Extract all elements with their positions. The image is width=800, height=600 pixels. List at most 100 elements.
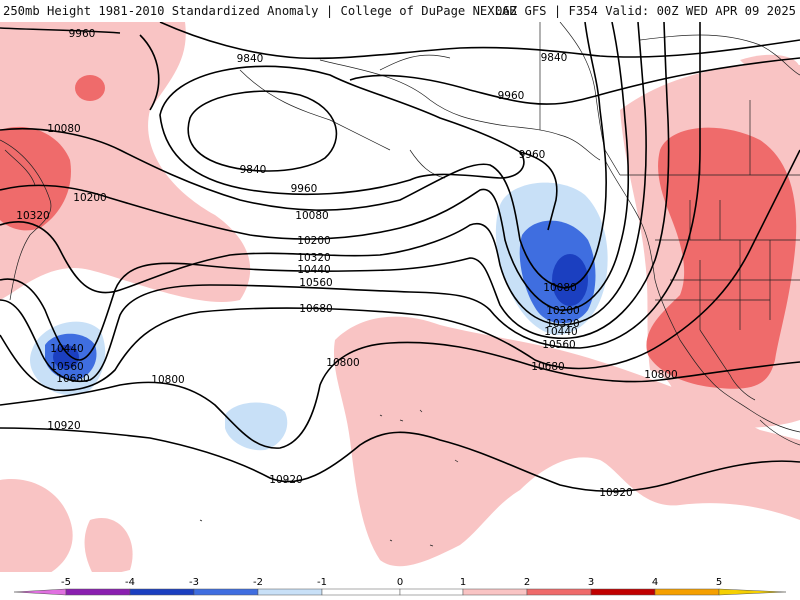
coastlines <box>0 22 800 547</box>
contour-label: 10560 <box>542 339 575 351</box>
colorbar-segment <box>129 588 195 596</box>
contour-label: 9960 <box>519 149 546 161</box>
colorbar-tick-label: -2 <box>253 577 263 588</box>
contour-9840-ring <box>187 90 338 172</box>
contour-label: 9840 <box>541 52 568 64</box>
colorbar-segment <box>462 588 528 596</box>
contour-9960-ring <box>159 65 525 196</box>
contour-9960-north <box>349 57 800 105</box>
contour-10800 <box>0 341 800 449</box>
contour-label: 10200 <box>73 192 106 204</box>
colorbar-tick-label: 2 <box>524 577 530 588</box>
contour-label: 10680 <box>56 373 89 385</box>
colorbar-tick-label: 5 <box>716 577 722 588</box>
contour-label: 10080 <box>295 210 328 222</box>
anomaly-pos-east-edge <box>740 54 800 80</box>
contour-label: 10320 <box>546 318 579 330</box>
contour-label: 10320 <box>297 252 330 264</box>
contour-label: 10080 <box>543 282 576 294</box>
contour-label: 10200 <box>297 235 330 247</box>
colorbar-segment <box>321 588 401 596</box>
anomaly-neg-central-light <box>225 402 288 451</box>
contour-label: 10440 <box>50 343 83 355</box>
contour-label: 10560 <box>299 277 332 289</box>
map-title: 250mb Height 1981-2010 Standardized Anom… <box>3 4 517 18</box>
height-contours <box>0 22 800 493</box>
contour-10680 <box>0 149 800 392</box>
contour-9960-top <box>0 27 160 111</box>
colorbar-tick-label: -5 <box>61 577 71 588</box>
colorbar-segment <box>399 588 464 596</box>
contour-label: 9840 <box>240 164 267 176</box>
anomaly-strong-pos-east <box>646 127 797 389</box>
colorbar-arrow-right <box>718 588 787 596</box>
anomaly-pos-northwest <box>0 22 251 303</box>
anomaly-neg-trough-core <box>552 254 588 306</box>
contour-label: 10320 <box>16 210 49 222</box>
contour-label: 9960 <box>498 90 525 102</box>
colorbar-tick-label: -1 <box>317 577 327 588</box>
coastline-greenland-arctic <box>639 34 800 76</box>
contour-label: 10680 <box>531 361 564 373</box>
colorbar-segment <box>65 588 131 596</box>
contour-label: 10440 <box>544 326 577 338</box>
contour-label: 10920 <box>269 474 302 486</box>
colorbar-tick-label: -4 <box>125 577 135 588</box>
contour-label: 10920 <box>47 420 80 432</box>
coastline-aleutians <box>239 69 391 151</box>
coastline-mexico <box>759 419 800 446</box>
anomaly-strong-pos-alaska <box>75 75 105 101</box>
contour-label-group: 9960 9840 9840 9960 10080 9960 9840 9960… <box>16 28 677 499</box>
anomaly-pos-southwest-b <box>84 518 133 578</box>
contour-label: 10200 <box>546 305 579 317</box>
contour-10560 <box>0 22 701 382</box>
coastline-canada <box>559 22 621 176</box>
contour-label: 10080 <box>47 123 80 135</box>
contour-label: 10800 <box>151 374 184 386</box>
contour-10080 <box>0 22 607 289</box>
colorbar-ticks: -5 -4 -3 -2 -1 0 1 2 3 4 5 <box>61 577 722 588</box>
contour-label: 10680 <box>299 303 332 315</box>
coastline-north-america-west <box>604 159 800 433</box>
contour-label: 10800 <box>644 369 677 381</box>
colorbar-tick-label: 1 <box>460 577 466 588</box>
colorbar-arrow-left <box>13 588 67 596</box>
colorbar-segment <box>590 588 656 596</box>
contour-label: 9840 <box>237 53 264 65</box>
contour-label: 10440 <box>297 264 330 276</box>
colorbar-segment <box>257 588 323 596</box>
coastline-alaska <box>319 54 601 179</box>
anomaly-map: 9960 9840 9840 9960 10080 9960 9840 9960… <box>0 22 800 578</box>
strong-positive-anomaly-shading <box>0 75 797 389</box>
colorbar-segments <box>13 588 787 596</box>
contour-label: 10800 <box>326 357 359 369</box>
islands-pacific <box>199 409 459 547</box>
colorbar-segment <box>526 588 592 596</box>
colorbar-tick-label: 0 <box>397 577 403 588</box>
contour-10320 <box>0 22 647 326</box>
contour-label: 9960 <box>291 183 318 195</box>
colorbar-tick-label: -3 <box>189 577 199 588</box>
anomaly-pos-south-central <box>333 316 800 567</box>
strong-negative-anomaly-shading <box>53 254 588 369</box>
colorbar-segment <box>654 588 720 596</box>
contour-9960-alaska <box>519 151 558 231</box>
contour-label: 10920 <box>599 487 632 499</box>
colorbar: -5 -4 -3 -2 -1 0 1 2 3 4 5 <box>0 572 800 600</box>
model-run-info: 06Z GFS | F354 Valid: 00Z WED APR 09 202… <box>495 4 796 18</box>
anomaly-pos-southwest <box>0 479 73 578</box>
contour-9840-top <box>159 22 800 60</box>
header-bar: 250mb Height 1981-2010 Standardized Anom… <box>0 0 800 22</box>
anomaly-strong-pos-northwest <box>0 126 71 231</box>
colorbar-segment <box>193 588 259 596</box>
contour-label: 9960 <box>69 28 96 40</box>
contour-10920 <box>0 427 800 493</box>
coastline-baja <box>699 329 756 401</box>
contour-label: 10560 <box>50 361 83 373</box>
contour-10440 <box>0 22 670 361</box>
anomaly-neg-west-core <box>53 345 79 369</box>
colorbar-tick-label: 4 <box>652 577 658 588</box>
coastline-asia <box>0 139 52 301</box>
contour-10200 <box>0 22 630 311</box>
colorbar-tick-label: 3 <box>588 577 594 588</box>
